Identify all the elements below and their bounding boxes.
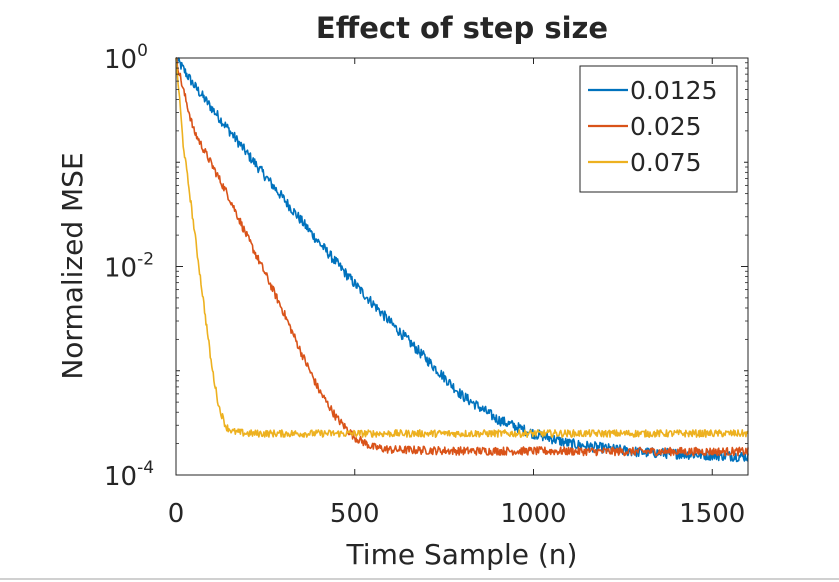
- chart-title: Effect of step size: [316, 11, 608, 45]
- y-tick-labels: 100 10-2 10-4: [104, 41, 154, 492]
- y-tick-label: 100: [104, 41, 148, 75]
- x-tick-labels: 0 500 1000 1500: [168, 499, 746, 529]
- legend: 0.0125 0.025 0.075: [579, 65, 738, 193]
- x-tick-label: 1000: [500, 499, 566, 529]
- y-tick-label: 10-2: [104, 250, 154, 284]
- y-tick-label: 10-4: [104, 458, 154, 492]
- legend-label-0.075: 0.075: [630, 148, 702, 177]
- legend-label-0.0125: 0.0125: [630, 76, 717, 105]
- legend-box: [579, 65, 738, 193]
- x-tick-label: 0: [168, 499, 185, 529]
- series-line-0.075: [175, 57, 749, 438]
- series-line-0.025: [175, 57, 749, 457]
- x-tick-label: 500: [330, 499, 380, 529]
- x-tick-label: 1500: [679, 499, 745, 529]
- series-layer: [175, 57, 749, 463]
- y-axis-label: Normalized MSE: [56, 152, 89, 379]
- axes-layer: [175, 57, 749, 476]
- legend-label-0.025: 0.025: [630, 112, 702, 141]
- x-axis-label: Time Sample (n): [346, 538, 578, 571]
